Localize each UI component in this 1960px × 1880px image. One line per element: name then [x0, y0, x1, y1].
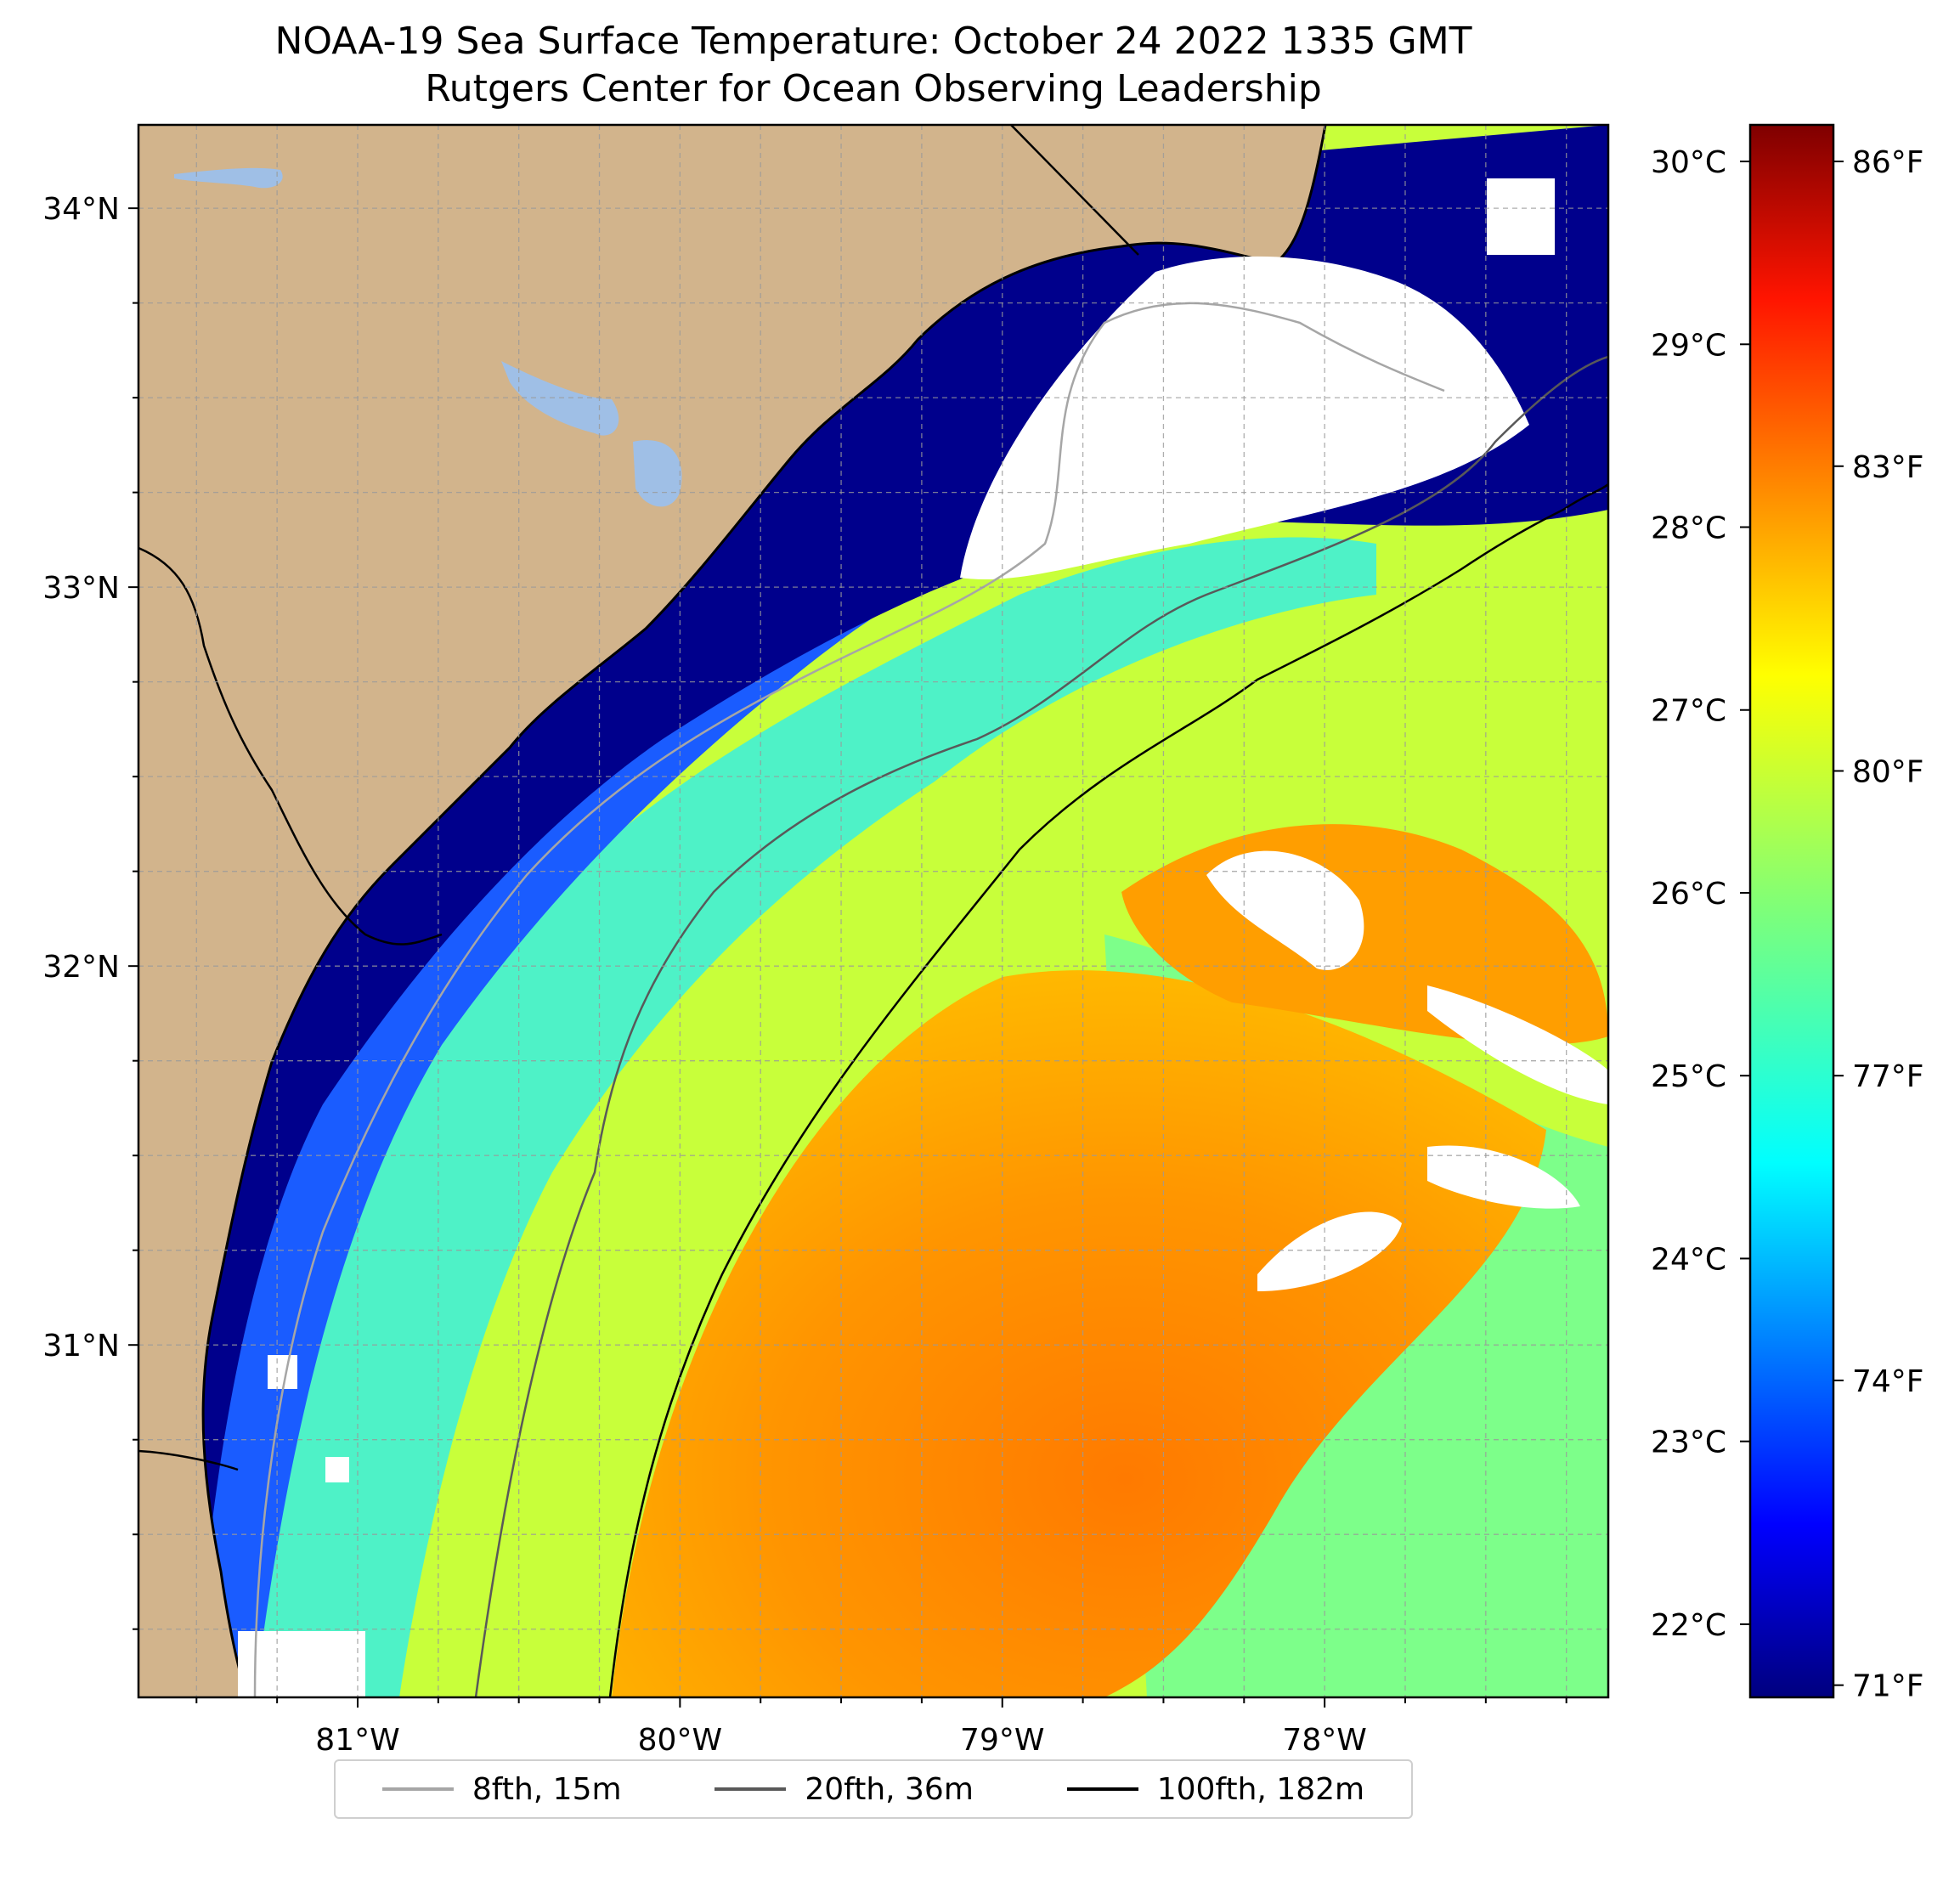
no-data-cloud: [1487, 178, 1555, 255]
lake: [501, 361, 619, 436]
lake: [174, 167, 283, 189]
lon-tick-label: 78°W: [1282, 1723, 1366, 1758]
celsius-tick-label: 28°C: [1651, 511, 1726, 546]
land-mass: [138, 125, 1325, 1697]
contour-legend: 8fth, 15m 20fth, 36m 100fth, 182m: [334, 1759, 1413, 1819]
celsius-tick-label: 29°C: [1651, 328, 1726, 363]
fahrenheit-tick-label: 80°F: [1852, 754, 1924, 789]
fahrenheit-tick-label: 77°F: [1852, 1059, 1924, 1094]
fahrenheit-tick-label: 71°F: [1852, 1669, 1924, 1704]
fahrenheit-tick-label: 86°F: [1852, 145, 1924, 180]
sst-cyan-band: [138, 537, 1376, 1697]
coastline: [201, 125, 1327, 1697]
celsius-tick-label: 30°C: [1651, 145, 1726, 180]
no-data-cloud: [325, 1457, 349, 1482]
lat-tick-label: 31°N: [42, 1329, 120, 1363]
fahrenheit-tick-label: 74°F: [1852, 1364, 1924, 1399]
map-gridlines: [138, 125, 1608, 1697]
legend-item-8fth: 8fth, 15m: [381, 1771, 622, 1807]
state-border: [138, 546, 443, 946]
no-data-cloud: [1427, 985, 1608, 1104]
no-data-cloud: [960, 256, 1529, 579]
colorbar: [1748, 123, 1835, 1699]
legend-label-100fth: 100fth, 182m: [1156, 1771, 1365, 1807]
legend-line-100fth: [1066, 1787, 1138, 1791]
no-data-cloud: [238, 1631, 365, 1697]
legend-line-8fth: [381, 1787, 454, 1791]
celsius-tick-label: 26°C: [1651, 877, 1726, 912]
lat-tick-label: 34°N: [42, 192, 120, 227]
state-border: [1010, 125, 1139, 256]
legend-item-100fth: 100fth, 182m: [1066, 1771, 1365, 1807]
celsius-tick-label: 27°C: [1651, 694, 1726, 729]
lat-tick-label: 33°N: [42, 571, 120, 606]
celsius-tick-label: 25°C: [1651, 1059, 1726, 1094]
lon-tick-label: 79°W: [960, 1723, 1044, 1758]
lon-tick-label: 80°W: [638, 1723, 722, 1758]
legend-item-20fth: 20fth, 36m: [715, 1772, 974, 1807]
map-axis-ticks: 81°W 80°W 79°W 78°W 34°N 33°N 32°N 31°N: [42, 192, 1567, 1758]
map-frame: [137, 123, 1610, 1699]
legend-label-8fth: 8fth, 15m: [472, 1771, 622, 1807]
legend-label-20fth: 20fth, 36m: [805, 1771, 974, 1807]
celsius-tick-label: 24°C: [1651, 1242, 1726, 1277]
contour-8fth-15m: [253, 302, 1445, 1697]
lat-tick-label: 32°N: [42, 950, 120, 985]
no-data-cloud: [1257, 1211, 1402, 1291]
fahrenheit-tick-label: 83°F: [1852, 450, 1924, 485]
lon-tick-label: 81°W: [315, 1723, 399, 1758]
sst-warm-core: [612, 970, 1546, 1697]
colorbar-ticks: 30°C 29°C 28°C 27°C 26°C 25°C 24°C 23°C 22°C 86°F…: [1651, 145, 1923, 1704]
no-data-cloud: [1427, 1145, 1580, 1209]
contour-100fth-182m: [608, 483, 1608, 1697]
celsius-tick-label: 23°C: [1651, 1426, 1726, 1460]
celsius-tick-label: 22°C: [1651, 1608, 1726, 1643]
chart-subtitle: Rutgers Center for Ocean Observing Leade…: [425, 67, 1322, 110]
no-data-cloud: [268, 1355, 297, 1389]
contour-20fth-36m: [474, 355, 1608, 1697]
legend-line-20fth: [715, 1787, 787, 1791]
lake: [633, 440, 682, 507]
chart-title: NOAA-19 Sea Surface Temperature: October…: [274, 20, 1472, 63]
state-border: [138, 1449, 239, 1471]
map-area: [138, 125, 1608, 1697]
